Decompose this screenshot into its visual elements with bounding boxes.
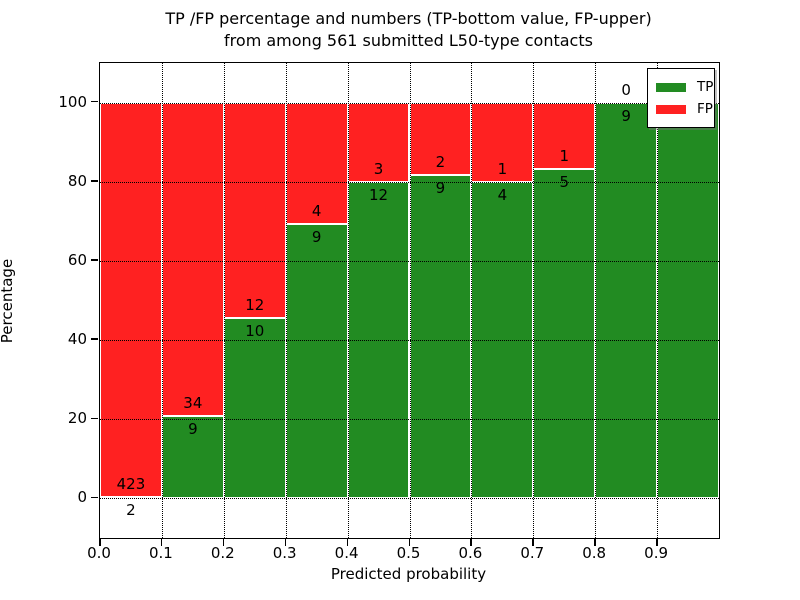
- fp-bar-segment: [161, 102, 224, 416]
- x-tick-mark: [408, 538, 410, 546]
- x-tick-mark: [532, 538, 534, 546]
- legend-item-fp: FP: [656, 98, 713, 120]
- vertical-gridline: [285, 63, 287, 538]
- x-tick-mark: [470, 538, 472, 546]
- legend-label: TP: [697, 79, 714, 95]
- tp-count-label: 9: [311, 228, 322, 247]
- fp-count-label: 12: [245, 296, 265, 315]
- legend: TP FP: [647, 68, 715, 128]
- horizontal-gridline: [100, 419, 719, 421]
- tp-bar-segment: [533, 168, 596, 499]
- fp-bar-segment: [533, 102, 596, 169]
- y-axis-label: Percentage: [0, 258, 16, 344]
- horizontal-gridline: [100, 340, 719, 342]
- chart-title: TP /FP percentage and numbers (TP-bottom…: [99, 8, 718, 52]
- x-tick-mark: [594, 538, 596, 546]
- fp-count-label: 3: [373, 159, 384, 178]
- x-tick-mark: [346, 538, 349, 546]
- tp-count-label: 9: [621, 106, 631, 125]
- fp-count-label: 4: [311, 202, 322, 221]
- vertical-gridline: [161, 63, 163, 538]
- bar-annotations-layer: 423234912104931229141509012: [100, 63, 719, 538]
- vertical-gridline: [471, 63, 473, 538]
- tp-count-label: 10: [245, 322, 265, 341]
- horizontal-gridline: [100, 181, 719, 183]
- y-tick-label: 80: [67, 171, 87, 190]
- vertical-gridline: [409, 63, 411, 538]
- fp-bar-segment: [471, 102, 534, 182]
- fp-count-label: 1: [497, 159, 508, 178]
- gridlines-layer: [100, 63, 719, 538]
- x-tick-label: 0.8: [582, 544, 607, 562]
- y-tick-label: 0: [77, 488, 87, 507]
- chart-title-line2: from among 561 submitted L50-type contac…: [224, 31, 593, 50]
- legend-label: FP: [697, 101, 713, 117]
- x-tick-label: 0.7: [520, 544, 545, 562]
- fp-bar-segment: [347, 102, 410, 182]
- x-tick-mark: [160, 538, 163, 546]
- chart-title-line1: TP /FP percentage and numbers (TP-bottom…: [165, 9, 652, 28]
- x-tick-label: 0.3: [272, 544, 297, 562]
- fp-count-label: 0: [621, 80, 631, 99]
- y-tick-mark: [90, 100, 98, 103]
- vertical-gridline: [347, 63, 349, 538]
- x-tick-mark: [656, 538, 658, 546]
- tp-bar-segment: [223, 318, 286, 499]
- fp-count-label: 1: [559, 146, 570, 165]
- fp-swatch-icon: [656, 104, 686, 114]
- horizontal-gridline: [100, 260, 719, 262]
- y-tick-label: 100: [58, 92, 87, 111]
- x-tick-mark: [222, 538, 225, 546]
- vertical-gridline: [223, 63, 225, 538]
- y-tick-mark: [90, 180, 98, 182]
- vertical-gridline: [657, 63, 659, 538]
- tp-count-label: 4: [497, 185, 508, 204]
- y-tick-mark: [90, 338, 98, 340]
- x-tick-label: 0.2: [210, 544, 235, 562]
- y-tick-mark: [90, 417, 98, 419]
- tp-count-label: 12: [369, 185, 389, 204]
- x-tick-mark: [99, 538, 101, 546]
- x-tick-mark: [284, 538, 287, 546]
- fp-count-label: 34: [183, 393, 203, 412]
- tp-bar-segment: [100, 496, 162, 499]
- tp-bar-segment: [657, 102, 719, 499]
- legend-item-tp: TP: [656, 76, 713, 98]
- tp-bar-segment: [285, 224, 348, 499]
- x-tick-label: 0.6: [458, 544, 483, 562]
- tp-count-label: 9: [435, 178, 446, 197]
- tp-bar-segment: [595, 102, 658, 499]
- vertical-gridline: [533, 63, 535, 538]
- horizontal-gridline: [100, 102, 719, 104]
- fp-bar-segment: [409, 102, 472, 175]
- y-tick-label: 40: [67, 330, 87, 349]
- fp-bar-segment: [285, 102, 348, 225]
- bars-layer: [100, 63, 719, 538]
- x-tick-label: 0.1: [148, 544, 173, 562]
- y-tick-label: 60: [67, 250, 87, 269]
- tp-count-label: 5: [559, 172, 570, 191]
- y-tick-mark: [90, 259, 98, 261]
- x-tick-label: 0.0: [87, 544, 111, 562]
- tp-count-label: 2: [126, 500, 136, 519]
- horizontal-gridline: [100, 498, 719, 500]
- y-tick-mark: [90, 496, 98, 499]
- fp-count-label: 2: [435, 152, 446, 171]
- y-tick-label: 20: [67, 409, 87, 428]
- x-tick-label: 0.5: [396, 544, 421, 562]
- vertical-gridline: [595, 63, 597, 538]
- fp-count-label: 423: [116, 474, 146, 493]
- x-tick-label: 0.4: [334, 544, 359, 562]
- x-axis-label: Predicted probability: [330, 565, 487, 583]
- tp-count-label: 9: [188, 419, 198, 438]
- fp-bar-segment: [100, 102, 162, 497]
- x-tick-label: 0.9: [644, 544, 669, 562]
- tp-swatch-icon: [656, 82, 686, 92]
